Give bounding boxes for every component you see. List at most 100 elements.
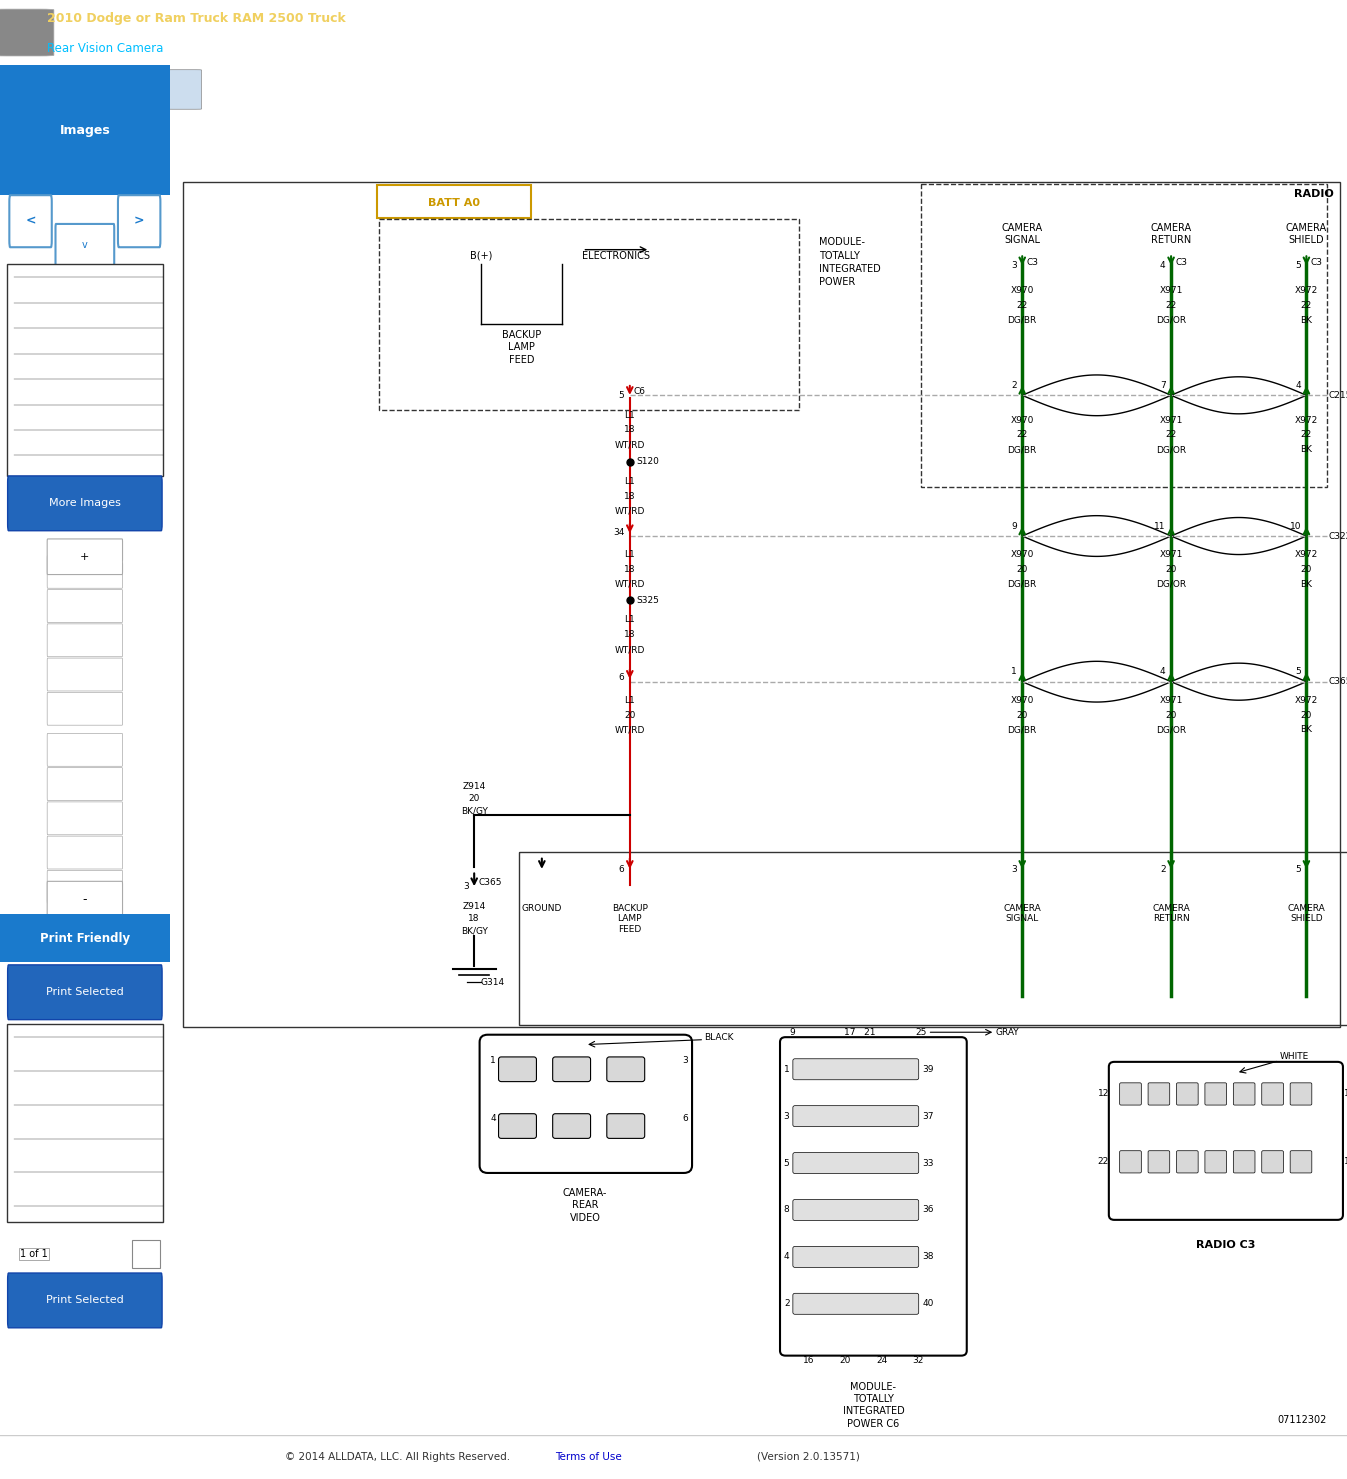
Text: 18: 18 [624, 565, 636, 574]
Text: Z914: Z914 [462, 782, 486, 791]
FancyBboxPatch shape [1119, 1083, 1141, 1105]
FancyBboxPatch shape [793, 1059, 919, 1080]
FancyBboxPatch shape [780, 1037, 967, 1356]
FancyBboxPatch shape [47, 870, 123, 904]
Text: 3: 3 [784, 1112, 789, 1121]
Text: BK/GY: BK/GY [461, 926, 488, 936]
FancyBboxPatch shape [47, 768, 123, 800]
Text: Images: Images [59, 124, 110, 138]
Text: C365: C365 [478, 879, 501, 887]
Text: X971: X971 [1160, 285, 1183, 294]
Text: 22: 22 [1017, 430, 1028, 439]
FancyBboxPatch shape [498, 1114, 536, 1139]
Text: 4: 4 [1160, 667, 1165, 676]
FancyBboxPatch shape [606, 1057, 645, 1081]
Text: 22: 22 [1098, 1158, 1109, 1167]
Text: 20: 20 [839, 1356, 851, 1365]
Text: C365: C365 [1328, 677, 1347, 686]
FancyBboxPatch shape [606, 1114, 645, 1139]
Text: 22: 22 [1165, 300, 1177, 309]
Text: BK: BK [1300, 725, 1312, 734]
FancyBboxPatch shape [1176, 1151, 1197, 1173]
Text: 33: 33 [923, 1158, 933, 1167]
Text: L1: L1 [625, 615, 636, 624]
Text: 2: 2 [784, 1299, 789, 1309]
Bar [519, 852, 1347, 1025]
Text: 22: 22 [1301, 430, 1312, 439]
Text: X972: X972 [1294, 285, 1317, 294]
Text: BATT A0: BATT A0 [428, 198, 480, 207]
Text: Rear Vision Camera: Rear Vision Camera [47, 43, 163, 55]
FancyBboxPatch shape [8, 476, 162, 531]
Text: C6: C6 [634, 387, 645, 396]
Text: Z914: Z914 [462, 902, 486, 911]
Text: CAMERA
SHIELD: CAMERA SHIELD [1288, 904, 1325, 923]
Text: 1: 1 [1012, 667, 1017, 676]
Text: X970: X970 [1010, 285, 1034, 294]
Text: WT/RD: WT/RD [614, 507, 645, 516]
FancyBboxPatch shape [55, 223, 114, 266]
Text: C215: C215 [1328, 390, 1347, 399]
FancyBboxPatch shape [793, 1199, 919, 1220]
Text: C322: C322 [1328, 531, 1347, 540]
Text: 8: 8 [784, 1205, 789, 1214]
Text: 18: 18 [624, 426, 636, 435]
Text: 20: 20 [1165, 710, 1177, 719]
Text: CAMERA
RETURN: CAMERA RETURN [1152, 904, 1189, 923]
Text: C3: C3 [1175, 257, 1187, 266]
Text: GRAY: GRAY [995, 1028, 1018, 1037]
Text: 6: 6 [682, 1114, 688, 1123]
Text: BK/GY: BK/GY [461, 806, 488, 816]
Text: (Version 2.0.13571): (Version 2.0.13571) [757, 1452, 859, 1461]
Text: -: - [82, 893, 88, 905]
Text: BK: BK [1300, 445, 1312, 454]
FancyBboxPatch shape [1290, 1151, 1312, 1173]
FancyBboxPatch shape [793, 1247, 919, 1268]
Text: 50%: 50% [110, 561, 132, 569]
FancyBboxPatch shape [47, 802, 123, 834]
Text: X970: X970 [1010, 416, 1034, 424]
FancyBboxPatch shape [8, 1273, 162, 1328]
Text: 20: 20 [1017, 710, 1028, 719]
Text: 5: 5 [1296, 262, 1301, 271]
Text: L1: L1 [625, 550, 636, 559]
Text: MODULE-
TOTALLY
INTEGRATED
POWER C6: MODULE- TOTALLY INTEGRATED POWER C6 [842, 1381, 904, 1429]
Text: 7: 7 [1160, 382, 1165, 390]
Text: 3: 3 [463, 881, 469, 890]
FancyBboxPatch shape [1206, 1151, 1227, 1173]
Text: 36: 36 [923, 1205, 933, 1214]
Text: DG/OR: DG/OR [1156, 445, 1187, 454]
Text: DG/BR: DG/BR [1008, 445, 1037, 454]
Text: 34: 34 [613, 528, 625, 537]
Text: X971: X971 [1160, 416, 1183, 424]
Text: 3: 3 [1012, 865, 1017, 874]
FancyBboxPatch shape [552, 1057, 590, 1081]
Text: 9: 9 [789, 1028, 795, 1037]
Text: X972: X972 [1294, 695, 1317, 704]
Text: CAMERA
RETURN: CAMERA RETURN [1150, 222, 1192, 246]
Text: DG/OR: DG/OR [1156, 580, 1187, 589]
Text: 1: 1 [784, 1065, 789, 1074]
FancyBboxPatch shape [8, 964, 162, 1019]
FancyBboxPatch shape [498, 1057, 536, 1081]
Text: 4: 4 [784, 1253, 789, 1262]
Text: G314: G314 [481, 979, 505, 988]
Bar [0, 65, 170, 195]
Text: CAMERA-
REAR
VIDEO: CAMERA- REAR VIDEO [563, 1188, 607, 1223]
Text: CAMERA
SHIELD: CAMERA SHIELD [1286, 222, 1327, 246]
Text: 25: 25 [915, 1028, 927, 1037]
Text: 40: 40 [923, 1299, 933, 1309]
Text: WT/RD: WT/RD [614, 645, 645, 654]
Text: 12: 12 [1098, 1090, 1109, 1099]
Text: MODULE-
TOTALLY
INTEGRATED
POWER: MODULE- TOTALLY INTEGRATED POWER [819, 237, 881, 287]
FancyBboxPatch shape [1234, 1151, 1255, 1173]
Text: 22: 22 [1301, 300, 1312, 309]
Text: BK: BK [1300, 315, 1312, 324]
Text: C3: C3 [1026, 257, 1039, 266]
Text: L1: L1 [625, 695, 636, 704]
Text: X970: X970 [1010, 550, 1034, 559]
Text: 22: 22 [1017, 300, 1028, 309]
Text: Terms of Use: Terms of Use [555, 1452, 622, 1461]
Text: X970: X970 [1010, 695, 1034, 704]
Text: WT/RD: WT/RD [614, 725, 645, 734]
